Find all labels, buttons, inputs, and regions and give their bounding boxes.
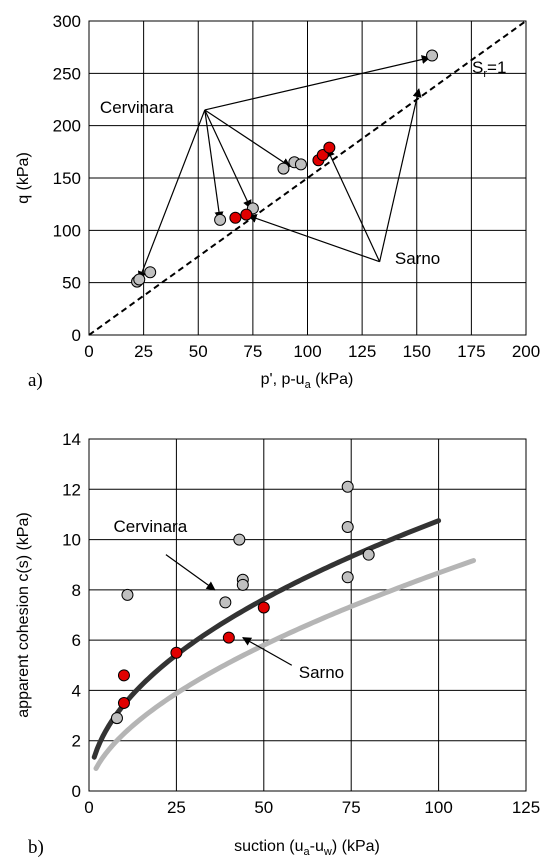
x-tick-label: 75: [342, 798, 361, 817]
y-tick-label: 0: [72, 782, 81, 801]
y-tick-label: 150: [53, 169, 81, 188]
data-point-cervinara: [233, 533, 246, 546]
curve-cervinara: [91, 518, 442, 760]
annotation-label-cervinara: Cervinara: [113, 517, 187, 536]
x-tick-label: 50: [189, 342, 208, 361]
y-tick-label: 6: [72, 631, 81, 650]
data-point-cervinara: [133, 273, 146, 286]
data-point-cervinara: [341, 521, 354, 533]
data-point-sarno: [229, 211, 242, 224]
annotation-arrow: [204, 55, 431, 111]
x-tick-label: 125: [512, 798, 540, 817]
annotation-arrow: [165, 554, 216, 591]
x-tick-label: 200: [512, 342, 540, 361]
data-point-cervinara: [121, 588, 134, 601]
y-axis-label: q (kPa): [15, 152, 32, 204]
data-point-cervinara: [341, 480, 354, 493]
curve-sarno: [93, 558, 477, 771]
data-point-cervinara: [236, 578, 249, 591]
x-axis-label: suction (ua-uw) (kPa): [234, 838, 380, 858]
data-point-cervinara: [362, 548, 375, 561]
annotation-arrow: [379, 88, 422, 262]
x-axis-label: p', p-ua (kPa): [261, 371, 354, 391]
y-tick-label: 200: [53, 117, 81, 136]
data-point-sarno: [222, 631, 235, 644]
annotation-arrow: [137, 109, 206, 281]
x-tick-label: 75: [243, 342, 262, 361]
annotation-label-cervinara: Cervinara: [100, 98, 174, 117]
x-tick-label: 100: [293, 342, 321, 361]
data-point-cervinara: [110, 712, 123, 725]
plot-frame: [88, 438, 527, 792]
y-tick-label: 10: [62, 531, 81, 550]
y-tick-label: 100: [53, 221, 81, 240]
data-point-cervinara: [341, 571, 354, 584]
reference-line-label: Sr=1: [472, 58, 506, 80]
plot-frame: [88, 20, 527, 336]
x-tick-label: 50: [254, 798, 273, 817]
data-point-cervinara: [144, 266, 157, 279]
x-tick-label: 150: [403, 342, 431, 361]
chart-b: 0 25 50 75 100 125 0 2 4 6 8 10 12 14 Cervinara Sarno su…: [15, 430, 540, 858]
x-tick-label: 0: [84, 798, 93, 817]
data-point-sarno: [117, 669, 130, 682]
y-tick-label: 0: [72, 326, 81, 345]
annotation-arrow: [204, 109, 291, 167]
data-point-sarno: [323, 141, 336, 154]
data-point-cervinara: [426, 49, 439, 62]
annotation-label-sarno: Sarno: [395, 249, 440, 268]
y-tick-label: 2: [72, 732, 81, 751]
annotation-arrow: [247, 214, 380, 263]
x-tick-label: 25: [167, 798, 186, 817]
data-point-cervinara: [214, 213, 227, 226]
data-point-cervinara: [277, 162, 290, 175]
x-tick-label: 125: [348, 342, 376, 361]
panel-label: b): [28, 837, 44, 858]
data-point-sarno: [257, 601, 270, 614]
data-point-cervinara: [219, 596, 232, 609]
data-point-sarno: [240, 208, 253, 221]
y-tick-label: 8: [72, 581, 81, 600]
y-tick-label: 12: [62, 480, 81, 499]
y-tick-label: 50: [62, 274, 81, 293]
y-axis-label: apparent cohesion c(s) (kPa): [15, 512, 32, 717]
annotation-label-sarno: Sarno: [299, 663, 344, 682]
x-tick-label: 25: [134, 342, 153, 361]
y-tick-label: 300: [53, 12, 81, 31]
annotation-arrow: [204, 109, 224, 221]
y-tick-label: 14: [62, 430, 81, 449]
data-point-cervinara: [294, 158, 307, 171]
y-tick-label: 4: [72, 681, 81, 700]
chart-a: 0 25 50 75 100 125 150 175 200 0 50 100 150 200 250 300…: [15, 12, 540, 391]
panel-label: a): [28, 370, 43, 391]
x-tick-label: 175: [457, 342, 485, 361]
annotation-arrow: [204, 109, 252, 210]
annotation-arrow: [326, 147, 381, 262]
y-tick-label: 250: [53, 64, 81, 83]
x-tick-label: 0: [84, 342, 93, 361]
annotation-arrow: [242, 637, 293, 666]
data-point-sarno: [117, 697, 130, 709]
data-point-sarno: [170, 646, 183, 659]
x-tick-label: 100: [424, 798, 452, 817]
